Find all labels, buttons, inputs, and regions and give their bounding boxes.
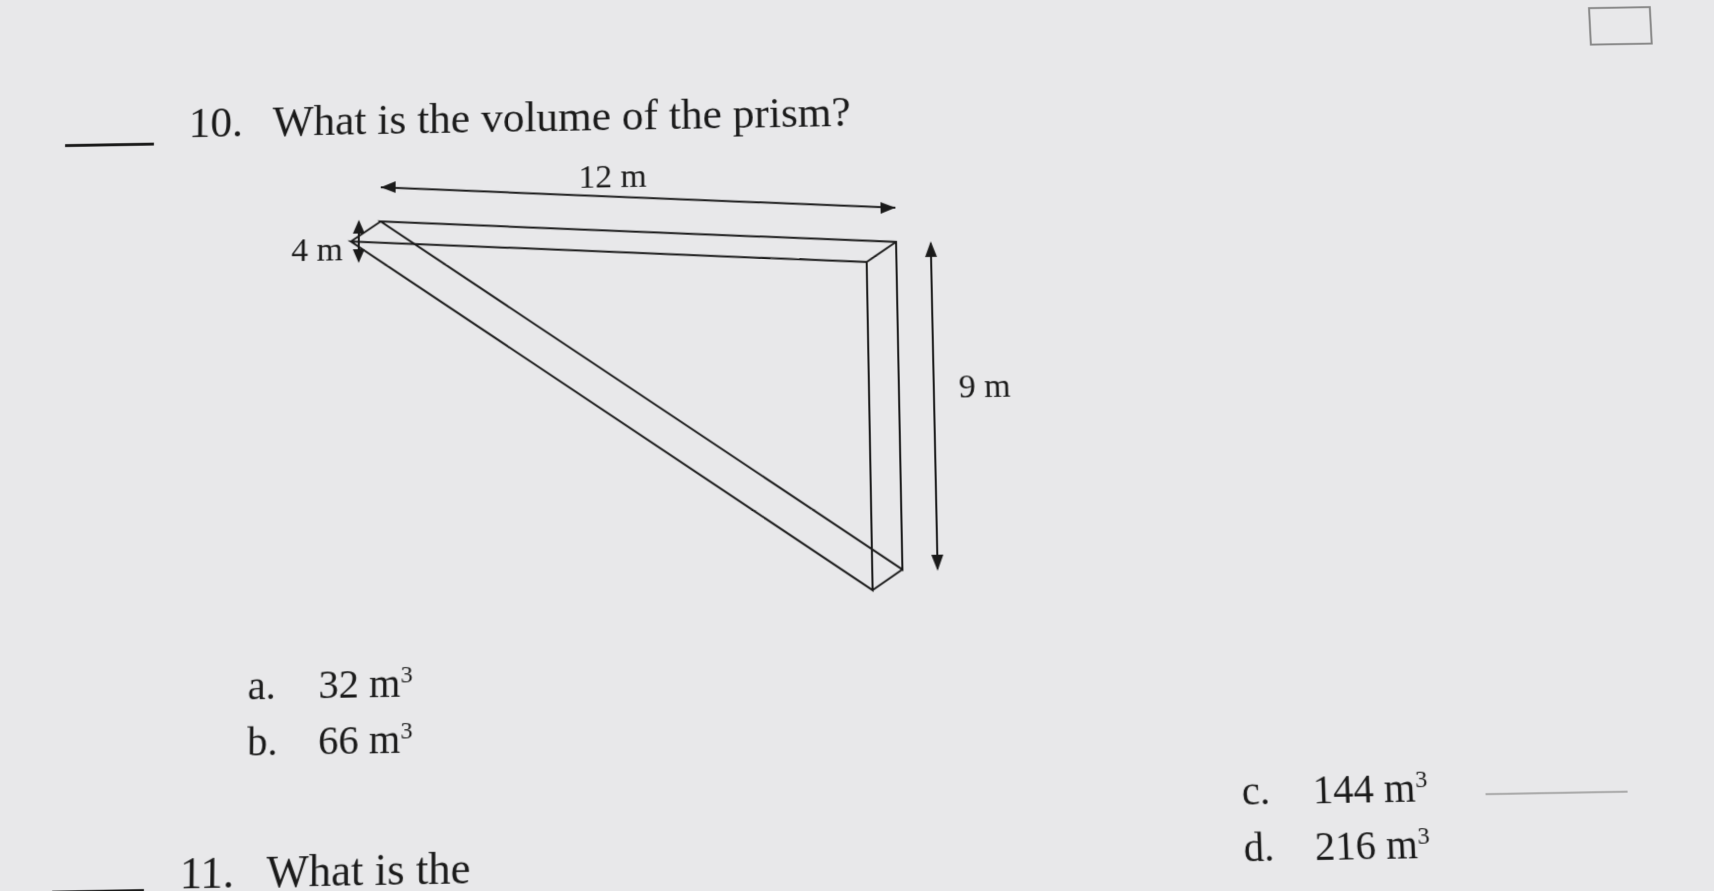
answer-a-value: 32 m3	[318, 659, 412, 708]
back-face	[349, 233, 872, 600]
q11-text: What is the	[266, 842, 470, 891]
edge-bot-right	[872, 569, 903, 590]
dim-label-right: 9 m	[958, 368, 1011, 407]
dim-label-top: 12 m	[578, 158, 646, 196]
question-text: What is the volume of the prism?	[272, 87, 851, 146]
answer-d-label[interactable]: d.	[1243, 823, 1275, 872]
answer-c-value: 144 m3	[1312, 763, 1429, 813]
answer-c-label[interactable]: c.	[1241, 766, 1271, 815]
selection-box	[1588, 6, 1653, 45]
edge-top-right	[866, 242, 896, 262]
front-face	[379, 213, 902, 579]
question-number: 10.	[188, 98, 243, 148]
answer-b-label[interactable]: b.	[247, 717, 278, 766]
dim-right	[925, 241, 944, 571]
stray-line	[1486, 791, 1628, 796]
dim-label-left: 4 m	[291, 232, 343, 270]
answer-blank-q10[interactable]	[65, 143, 154, 147]
worksheet-page: 10. What is the volume of the prism?	[0, 0, 1714, 891]
answer-a-label[interactable]: a.	[248, 661, 276, 709]
answer-d-value: 216 m3	[1314, 820, 1431, 871]
q11-number: 11.	[180, 846, 235, 891]
prism-diagram	[339, 152, 1004, 639]
answer-b-value: 66 m3	[318, 715, 413, 765]
